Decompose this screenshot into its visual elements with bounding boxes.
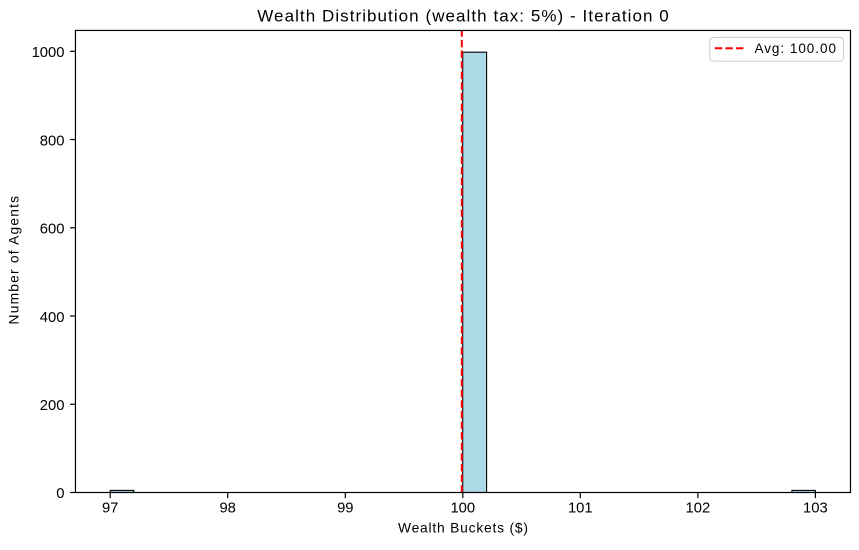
svg-text:99: 99	[337, 501, 353, 517]
svg-text:103: 103	[803, 501, 828, 517]
svg-text:101: 101	[568, 501, 593, 517]
svg-text:1000: 1000	[32, 45, 65, 61]
svg-text:Wealth Buckets ($): Wealth Buckets ($)	[398, 521, 528, 536]
svg-text:100: 100	[450, 501, 475, 517]
svg-text:0: 0	[56, 486, 64, 502]
svg-text:Number of Agents: Number of Agents	[7, 196, 22, 325]
svg-text:97: 97	[102, 501, 118, 517]
svg-text:98: 98	[219, 501, 235, 517]
svg-text:102: 102	[686, 501, 711, 517]
svg-text:800: 800	[40, 133, 65, 149]
svg-text:600: 600	[40, 222, 65, 238]
svg-text:Avg: 100.00: Avg: 100.00	[755, 41, 837, 56]
svg-text:200: 200	[40, 398, 65, 414]
svg-text:400: 400	[40, 310, 65, 326]
svg-text:Wealth Distribution (wealth ta: Wealth Distribution (wealth tax: 5%) - I…	[257, 6, 669, 25]
